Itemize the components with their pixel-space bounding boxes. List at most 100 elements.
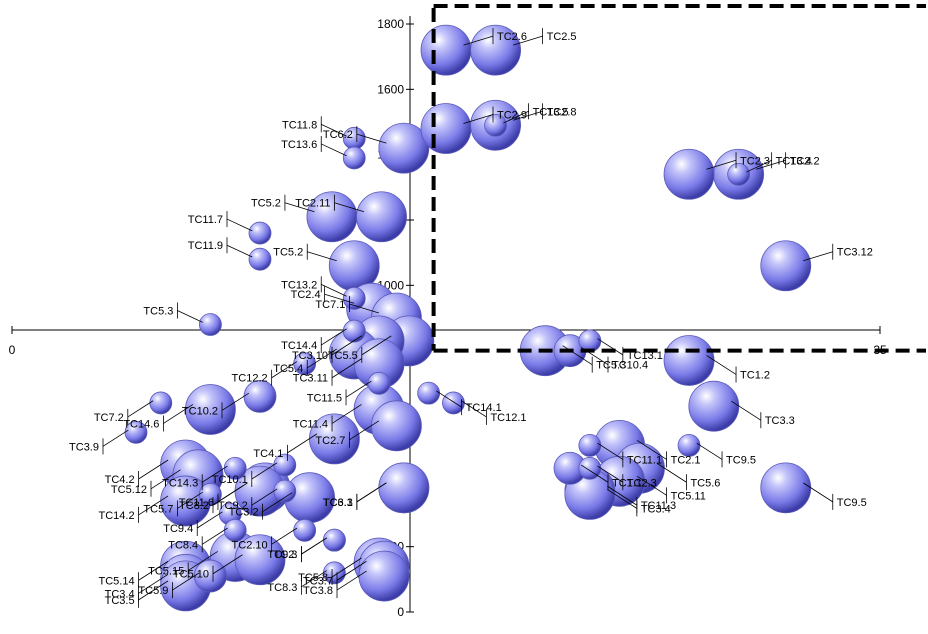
point-label: TC7.1 bbox=[315, 299, 345, 311]
point-label: TC13.1 bbox=[627, 350, 663, 362]
bubble bbox=[248, 221, 272, 245]
bubble bbox=[663, 335, 715, 386]
point-label: TC2.3 bbox=[627, 477, 657, 489]
leader-line bbox=[187, 551, 218, 571]
leader-line bbox=[212, 485, 243, 506]
leader-line bbox=[349, 420, 380, 441]
point-label: TC13.6 bbox=[281, 139, 317, 151]
leader-line bbox=[503, 110, 529, 124]
point-label: TC2.4 bbox=[291, 289, 321, 301]
leader-line bbox=[212, 554, 243, 575]
point-label: TC6.2 bbox=[323, 129, 353, 141]
point-label: TC3.11 bbox=[293, 373, 328, 385]
point-label: TC2.10 bbox=[232, 539, 268, 551]
leader-line bbox=[636, 440, 667, 460]
point-label: TC3.3 bbox=[765, 415, 795, 427]
bubble bbox=[358, 550, 410, 602]
point-label: TC3.7 bbox=[303, 575, 333, 587]
bubble bbox=[378, 462, 430, 514]
leader-line bbox=[331, 335, 362, 356]
leader-line bbox=[607, 489, 638, 509]
leader-line bbox=[512, 110, 543, 121]
leader-line bbox=[321, 123, 347, 137]
bubble bbox=[293, 518, 317, 542]
point-label: TC5.10 bbox=[173, 569, 209, 581]
point-label: TC8.3 bbox=[267, 582, 297, 594]
bubble bbox=[342, 319, 366, 343]
point-label: TC3.4 bbox=[641, 503, 671, 515]
leader-line bbox=[177, 310, 203, 323]
bubble bbox=[322, 528, 346, 552]
leader-line bbox=[201, 527, 228, 545]
leader-line bbox=[301, 537, 327, 555]
point-label: TC2.1 bbox=[671, 454, 701, 466]
bubble bbox=[417, 381, 441, 405]
leader-line bbox=[226, 244, 253, 258]
bubble bbox=[342, 146, 366, 170]
y-tick-label: 1800 bbox=[377, 17, 404, 31]
bubble bbox=[688, 380, 740, 432]
point-label: TC1.2 bbox=[740, 369, 770, 381]
leader-line bbox=[271, 361, 298, 379]
leader-line bbox=[251, 462, 278, 480]
bubbles-group bbox=[124, 24, 812, 612]
point-label: TC7.2 bbox=[94, 412, 124, 424]
point-label: TC9.5 bbox=[726, 454, 756, 466]
x-tick-label: 0 bbox=[9, 343, 16, 357]
point-label: TC2.7 bbox=[315, 435, 345, 447]
point-label: TC3.8 bbox=[303, 585, 333, 597]
bubble bbox=[578, 329, 602, 353]
leader-line bbox=[803, 482, 833, 503]
leader-line bbox=[271, 527, 298, 545]
leader-line bbox=[706, 355, 737, 375]
point-label: TC10.1 bbox=[212, 474, 248, 486]
point-label: TC2.3 bbox=[740, 155, 770, 167]
leader-line bbox=[356, 133, 387, 144]
leader-line bbox=[656, 462, 687, 483]
bubble bbox=[223, 518, 247, 542]
bubble bbox=[370, 400, 422, 452]
point-label: TC3.4 bbox=[105, 588, 135, 600]
leader-line bbox=[321, 284, 347, 297]
point-label: TC13.2 bbox=[281, 279, 317, 291]
leader-line bbox=[201, 465, 228, 483]
bubble bbox=[149, 391, 173, 415]
leader-line bbox=[172, 572, 200, 591]
bubble bbox=[578, 433, 602, 457]
leader-line bbox=[138, 459, 169, 480]
bubble bbox=[760, 240, 812, 292]
y-tick-label: 1600 bbox=[377, 82, 404, 96]
leader-line bbox=[731, 400, 762, 421]
point-label: TC3.9 bbox=[69, 441, 99, 453]
bubble bbox=[677, 433, 701, 457]
leader-line bbox=[138, 573, 169, 594]
leader-line bbox=[127, 400, 154, 418]
point-label: TC14.6 bbox=[123, 418, 159, 430]
point-label: TC5.15 bbox=[148, 565, 184, 577]
point-label: TC3.5 bbox=[105, 595, 135, 607]
point-label: TC3.10 bbox=[292, 350, 328, 362]
point-label: TC9.4 bbox=[163, 523, 193, 535]
leader-line bbox=[321, 328, 347, 346]
bubble bbox=[273, 479, 297, 503]
point-label: TC6.3 bbox=[323, 497, 353, 509]
bubble bbox=[367, 371, 391, 395]
leader-line bbox=[746, 159, 772, 173]
point-label: TC10.2 bbox=[182, 405, 218, 417]
point-label: TC8.4 bbox=[168, 539, 198, 551]
leader-line bbox=[307, 348, 337, 369]
bubble bbox=[378, 122, 430, 174]
leader-line bbox=[163, 404, 194, 424]
point-label: TC9.3 bbox=[267, 549, 297, 561]
leader-line bbox=[597, 442, 624, 460]
bubble bbox=[420, 103, 472, 154]
point-label: TC14.2 bbox=[99, 510, 135, 522]
bubble bbox=[760, 462, 812, 514]
bubble bbox=[248, 247, 272, 271]
bubble bbox=[442, 391, 465, 415]
point-label: TC5.9 bbox=[138, 585, 168, 597]
point-label: TC5.2 bbox=[273, 247, 303, 259]
leader-line bbox=[138, 580, 169, 601]
point-label: TC11.9 bbox=[188, 240, 223, 252]
